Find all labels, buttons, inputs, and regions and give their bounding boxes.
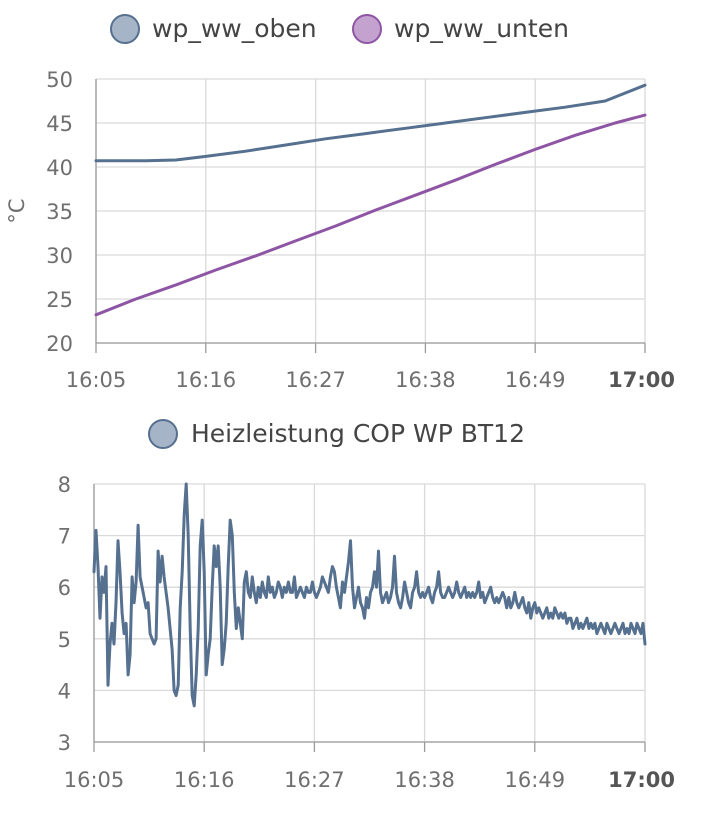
- legend-item-wp-ww-unten[interactable]: wp_ww_unten: [352, 14, 569, 44]
- chart-1-series: [94, 83, 647, 317]
- y-tick-label: 45: [46, 112, 73, 136]
- chart-1-y-axis: 20 25 30 35 40 45 50: [46, 68, 73, 356]
- x-tick-label: 16:27: [284, 768, 345, 792]
- legend-item-heizleistung[interactable]: Heizleistung COP WP BT12: [148, 419, 525, 449]
- chart-1-ylabel: °C: [5, 198, 29, 223]
- x-tick-label: 17:00: [608, 768, 675, 792]
- legend-label-wp-ww-oben: wp_ww_oben: [152, 14, 317, 43]
- x-tick-label: 16:05: [64, 768, 125, 792]
- y-tick-label: 7: [58, 525, 71, 549]
- x-tick-label: 16:16: [174, 768, 235, 792]
- chart-1-grid: [95, 78, 646, 353]
- y-tick-label: 8: [58, 473, 71, 497]
- x-tick-label: 16:38: [395, 368, 456, 392]
- legend-swatch-wp-ww-unten: [352, 14, 382, 44]
- x-tick-label: 16:49: [505, 768, 566, 792]
- series-line-heizleistung-cop-wp-bt12[interactable]: [92, 482, 647, 708]
- x-tick-label: 16:38: [394, 768, 455, 792]
- y-tick-label: 5: [58, 628, 71, 652]
- chart-2-legend: Heizleistung COP WP BT12: [148, 419, 525, 449]
- legend-label-wp-ww-unten: wp_ww_unten: [394, 14, 569, 43]
- y-tick-label: 4: [58, 679, 71, 703]
- x-tick-label: 16:05: [66, 368, 127, 392]
- y-tick-label: 30: [46, 244, 73, 268]
- y-tick-label: 20: [46, 332, 73, 356]
- chart-2-x-axis: 16:05 16:16 16:27 16:38 16:49 17:00: [64, 768, 675, 792]
- chart-1: wp_ww_oben wp_ww_unten °C 20 25 30 35 40 45 50…: [5, 14, 675, 392]
- x-tick-label: 16:27: [285, 368, 346, 392]
- y-tick-label: 40: [46, 156, 73, 180]
- chart-2-series: [92, 482, 647, 708]
- series-line-wp-ww-unten[interactable]: [94, 113, 647, 317]
- chart-1-x-axis: 16:05 16:16 16:27 16:38 16:49 17:00: [66, 368, 675, 392]
- x-tick-label: 16:16: [176, 368, 237, 392]
- y-tick-label: 35: [46, 200, 73, 224]
- chart-2-y-axis: 3 4 5 6 7 8: [58, 473, 71, 755]
- y-tick-label: 6: [58, 576, 71, 600]
- x-tick-label: 17:00: [608, 368, 675, 392]
- legend-item-wp-ww-oben[interactable]: wp_ww_oben: [110, 14, 317, 44]
- y-tick-label: 50: [46, 68, 73, 92]
- x-tick-label: 16:49: [505, 368, 566, 392]
- chart-1-legend: wp_ww_oben wp_ww_unten: [110, 14, 569, 44]
- legend-swatch-heizleistung: [148, 419, 178, 449]
- y-tick-label: 3: [58, 731, 71, 755]
- legend-label-heizleistung: Heizleistung COP WP BT12: [191, 419, 525, 448]
- y-tick-label: 25: [46, 288, 73, 312]
- series-line-wp-ww-oben[interactable]: [94, 83, 647, 163]
- legend-swatch-wp-ww-oben: [110, 14, 140, 44]
